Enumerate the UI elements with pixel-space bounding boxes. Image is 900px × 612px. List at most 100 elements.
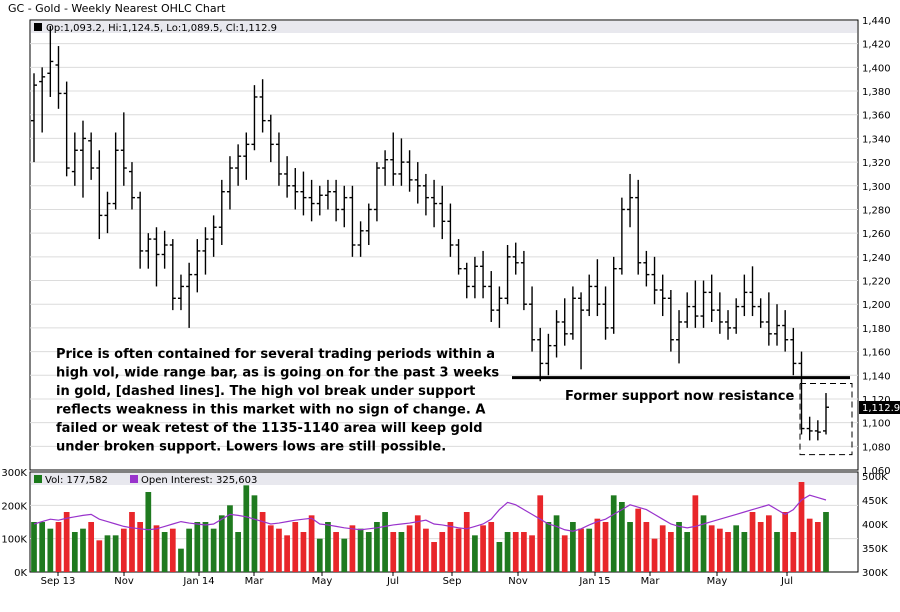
ohlc-bar: [218, 179, 225, 245]
volume-right-tick: 450K: [862, 496, 888, 507]
ohlc-bar: [235, 144, 242, 186]
volume-bar: [447, 522, 454, 572]
ohlc-bar: [128, 162, 135, 210]
y-tick-label: 1,280: [862, 205, 891, 216]
ohlc-bar: [71, 132, 78, 186]
ohlc-bar: [545, 333, 552, 376]
price-legend: Op:1,093.2, Hi:1,124.5, Lo:1,089.5, Cl:1…: [46, 23, 277, 34]
volume-bar: [692, 495, 699, 572]
volume-bar: [31, 522, 37, 572]
ohlc-bar: [561, 298, 568, 346]
y-tick-label: 1,140: [862, 371, 891, 382]
price-legend-bar: [31, 21, 857, 33]
ohlc-bar: [725, 310, 732, 340]
ohlc-bar: [300, 171, 307, 216]
y-tick-label: 1,360: [862, 111, 891, 122]
ohlc-bar: [406, 150, 413, 192]
volume-bar: [716, 528, 723, 572]
volume-bar: [635, 508, 642, 572]
oi-legend-swatch: [130, 475, 138, 483]
ohlc-bar: [431, 179, 438, 228]
volume-bar: [325, 522, 331, 572]
ohlc-bar: [635, 179, 642, 275]
x-tick-label: Sep: [443, 576, 462, 587]
ohlc-bar: [569, 286, 576, 340]
volume-legend-swatch: [34, 475, 42, 483]
ohlc-bar: [463, 262, 470, 299]
ohlc-bar: [749, 266, 756, 317]
volume-bar: [627, 522, 633, 572]
y-tick-label: 1,080: [862, 442, 891, 453]
ohlc-bar: [47, 25, 54, 97]
volume-bar: [104, 535, 111, 572]
ohlc-bar: [676, 310, 683, 364]
volume-left-tick: 0K: [14, 568, 27, 579]
ohlc-bar: [439, 185, 446, 240]
y-tick-label: 1,160: [862, 348, 891, 359]
volume-bar: [398, 532, 405, 572]
ohlc-bar: [112, 132, 119, 210]
ohlc-bar: [627, 173, 634, 228]
volume-bar: [39, 522, 46, 572]
ohlc-bar: [692, 280, 699, 328]
ohlc-bar: [31, 73, 37, 163]
volume-bar: [570, 522, 576, 572]
volume-bar: [553, 515, 560, 572]
ohlc-bar: [422, 173, 429, 216]
x-tick-label: Mar: [245, 576, 265, 587]
y-tick-label: 1,380: [862, 87, 891, 98]
x-tick-label: Mar: [641, 576, 661, 587]
support-label: Former support now resistance: [565, 389, 795, 404]
ohlc-bar: [520, 250, 527, 311]
volume-bar: [431, 542, 437, 572]
note-line: in gold, [dashed lines]. The high vol br…: [56, 384, 475, 399]
volume-bar: [749, 512, 756, 572]
ohlc-bar: [798, 351, 805, 435]
volume-bar: [733, 525, 740, 572]
ohlc-bar: [284, 156, 291, 198]
volume-bar: [545, 522, 552, 572]
note-text-block: Price is often contained for several tra…: [56, 347, 499, 455]
volume-bar: [153, 525, 160, 572]
volume-bar: [186, 528, 192, 572]
volume-bar: [814, 522, 821, 572]
y-tick-label: 1,180: [862, 324, 891, 335]
volume-bar: [504, 532, 511, 572]
volume-bar: [651, 538, 658, 572]
volume-bar: [741, 532, 748, 572]
open-interest-line: [33, 494, 827, 532]
y-tick-label: 1,420: [862, 40, 891, 51]
volume-bar: [47, 528, 54, 572]
volume-bar: [537, 495, 544, 572]
ohlc-bar: [471, 256, 478, 299]
volume-bar: [521, 532, 527, 572]
volume-bar: [480, 525, 486, 572]
ohlc-bar: [349, 185, 356, 257]
volume-bar: [120, 528, 127, 572]
volume-bar: [259, 512, 266, 572]
volume-bar: [194, 522, 201, 572]
volume-bar: [561, 535, 568, 572]
ohlc-bar: [618, 197, 625, 275]
volume-bar: [129, 512, 135, 572]
ohlc-bar: [259, 79, 266, 133]
y-tick-label: 1,340: [862, 134, 891, 145]
volume-bar: [414, 515, 421, 572]
ohlc-bar: [814, 420, 821, 441]
ohlc-bar: [496, 286, 503, 328]
ohlc-bar: [316, 185, 323, 216]
ohlc-bar: [161, 230, 168, 269]
y-tick-label: 1,060: [862, 466, 891, 477]
volume-bar: [80, 528, 86, 572]
volume-bar: [365, 532, 372, 572]
ohlc-bar: [226, 156, 233, 210]
x-axis: Sep 13 Nov Jan 14 Mar May Jul Sep Nov Jan 15 Mar M…: [41, 572, 793, 587]
volume-bar: [300, 532, 307, 572]
oi-legend: Open Interest: 325,603: [141, 475, 257, 486]
ohlc-bar: [643, 250, 650, 287]
ohlc-bar: [782, 310, 789, 352]
ohlc-bar: [733, 298, 740, 334]
ohlc-bar: [659, 274, 666, 317]
ohlc-bar: [137, 191, 144, 269]
ohlc-bar: [414, 162, 421, 204]
